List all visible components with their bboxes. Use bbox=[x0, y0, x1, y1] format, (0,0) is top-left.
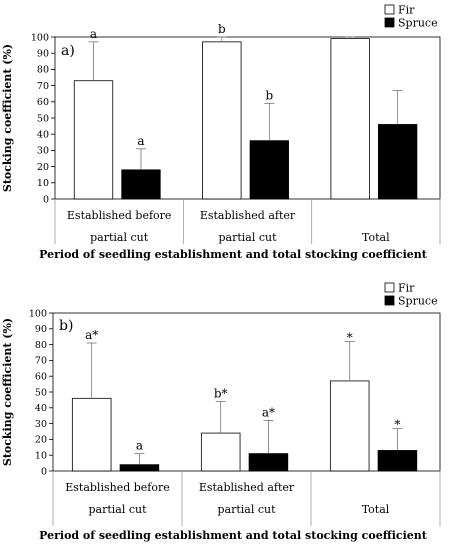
y-tick-label: 90 bbox=[37, 49, 49, 60]
y-tick-label: 20 bbox=[35, 435, 47, 446]
x-tick-label: partial cut bbox=[90, 231, 149, 244]
y-tick-label: 80 bbox=[37, 65, 49, 76]
bar-fir bbox=[200, 432, 241, 472]
x-tick-label: Total bbox=[362, 503, 390, 516]
y-tick-label: 0 bbox=[43, 194, 49, 205]
legend-swatch-fir bbox=[384, 282, 395, 293]
x-tick-label: Established after bbox=[200, 209, 296, 222]
x-tick-label: Established before bbox=[65, 481, 170, 494]
significance-label: * bbox=[394, 417, 400, 431]
x-tick-label: Established before bbox=[67, 209, 172, 222]
legend-label-fir: Fir bbox=[398, 282, 415, 295]
y-tick-label: 30 bbox=[37, 146, 49, 157]
legend-swatch-spruce bbox=[384, 17, 395, 28]
y-tick-label: 30 bbox=[35, 419, 47, 430]
significance-label: a* bbox=[85, 328, 98, 342]
bar-spruce bbox=[249, 140, 289, 200]
legend-swatch-spruce bbox=[384, 295, 395, 306]
bar-spruce bbox=[248, 453, 289, 472]
y-tick-label: 10 bbox=[35, 451, 47, 462]
bar-fir bbox=[330, 38, 370, 200]
x-tick-label: Total bbox=[362, 231, 390, 244]
significance-label: a* bbox=[262, 405, 275, 419]
y-tick-label: 10 bbox=[37, 178, 49, 189]
y-tick-label: 40 bbox=[37, 130, 49, 141]
significance-label: b bbox=[218, 22, 226, 36]
panel-label: b) bbox=[59, 318, 73, 334]
legend-label-spruce: Spruce bbox=[398, 17, 438, 30]
y-tick-label: 50 bbox=[37, 113, 49, 124]
legend-swatch-fir bbox=[384, 4, 395, 15]
bar-fir bbox=[73, 80, 114, 200]
x-tick-label: partial cut bbox=[88, 503, 147, 516]
bar-fir bbox=[329, 380, 370, 472]
significance-label: b* bbox=[214, 386, 228, 400]
y-axis-label: Stocking coefficient (%) bbox=[1, 44, 14, 192]
legend-label-spruce: Spruce bbox=[398, 295, 438, 308]
chart-panel-a: 0 10 20 30 40 50 60 70 80 90 100 Established before… bbox=[1, 4, 441, 261]
y-tick-label: 100 bbox=[29, 308, 47, 319]
bar-spruce bbox=[377, 450, 418, 472]
y-tick-label: 70 bbox=[37, 81, 49, 92]
y-tick-label: 90 bbox=[35, 324, 47, 335]
y-tick-label: 60 bbox=[35, 372, 47, 383]
bar-spruce bbox=[377, 124, 418, 200]
x-axis-label: Period of seedling establishment and tot… bbox=[39, 248, 428, 261]
bar-fir bbox=[202, 41, 242, 200]
y-tick-label: 50 bbox=[35, 387, 47, 398]
significance-label: a bbox=[137, 134, 144, 148]
y-tick-label: 20 bbox=[37, 162, 49, 173]
significance-label: b bbox=[265, 88, 273, 102]
significance-label: a bbox=[136, 439, 143, 453]
x-axis-label: Period of seedling establishment and tot… bbox=[39, 529, 428, 542]
y-tick-label: 40 bbox=[35, 403, 47, 414]
panel-label: a) bbox=[61, 43, 75, 59]
bar-fir bbox=[71, 397, 112, 472]
y-tick-label: 60 bbox=[37, 97, 49, 108]
bar-spruce bbox=[119, 464, 160, 472]
y-tick-label: 80 bbox=[35, 340, 47, 351]
x-tick-label: partial cut bbox=[217, 503, 276, 516]
significance-label: * bbox=[347, 330, 353, 344]
y-axis-label: Stocking coefficient (%) bbox=[1, 318, 14, 466]
y-tick-label: 100 bbox=[31, 32, 49, 43]
x-tick-label: Established after bbox=[199, 481, 295, 494]
chart-panel-b: 0 10 20 30 40 50 60 70 80 90 100 Established before… bbox=[1, 282, 441, 542]
legend-label-fir: Fir bbox=[398, 4, 415, 17]
y-tick-label: 70 bbox=[35, 356, 47, 367]
significance-label: a bbox=[90, 27, 97, 41]
x-tick-label: partial cut bbox=[218, 231, 277, 244]
y-tick-label: 0 bbox=[41, 466, 47, 477]
bar-spruce bbox=[121, 169, 161, 200]
